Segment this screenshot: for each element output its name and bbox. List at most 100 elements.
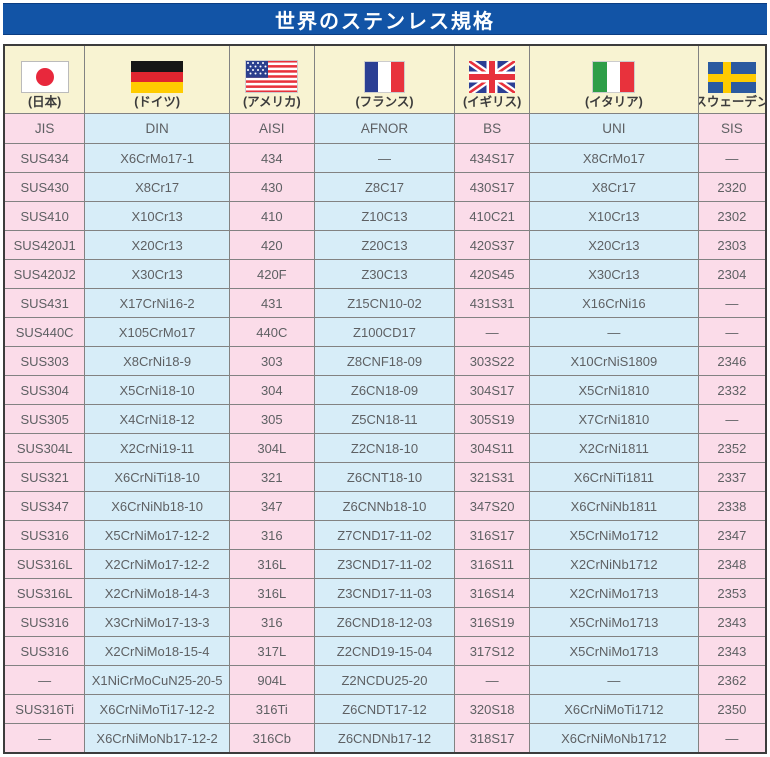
- country-label: (フランス): [355, 95, 414, 109]
- table-cell: 2337: [697, 462, 767, 492]
- uk-flag-icon: [469, 61, 516, 93]
- stainless-standards-table: (日本) (ドイツ): [3, 44, 767, 754]
- france-flag-icon: [363, 61, 405, 93]
- table-row: SUS420J1 X20Cr13 420 Z20C13 420S37 X20Cr13 230…: [3, 230, 767, 260]
- table-cell: X8CrMo17: [529, 143, 699, 173]
- table-cell: X17CrNi16-2: [84, 288, 230, 318]
- table-cell: X2CrNiNb1712: [529, 549, 699, 579]
- table-cell: Z5CN18-11: [313, 404, 456, 434]
- usa-flag-icon: [245, 60, 299, 93]
- standard-sis: SIS: [697, 113, 767, 144]
- italy-flag-icon: [592, 61, 636, 93]
- table-cell: —: [454, 665, 530, 695]
- table-cell: 304S17: [454, 375, 530, 405]
- table-cell: 305S19: [454, 404, 530, 434]
- table-cell: X2CrNiMo17-12-2: [84, 549, 230, 579]
- table-cell: 420S45: [454, 259, 530, 289]
- table-cell: Z6CND18-12-03: [313, 607, 456, 637]
- table-cell: X2CrNiMo18-15-4: [84, 636, 230, 666]
- table-cell: 2352: [697, 433, 767, 463]
- standard-jis: JIS: [3, 113, 86, 144]
- table-cell: 420: [228, 230, 315, 260]
- table-cell: X6CrNiMoTi17-12-2: [84, 694, 230, 724]
- table-row: SUS410 X10Cr13 410 Z10C13 410C21 X10Cr13 2302: [3, 201, 767, 231]
- table-cell: 2353: [697, 578, 767, 608]
- table-row: SUS303 X8CrNi18-9 303 Z8CNF18-09 303S22 X10Cr…: [3, 346, 767, 376]
- table-row: SUS305 X4CrNi18-12 305 Z5CN18-11 305S19 X7CrN…: [3, 404, 767, 434]
- table-cell: SUS430: [3, 172, 86, 202]
- flag-header-row: (日本) (ドイツ): [3, 44, 767, 114]
- table-cell: X5CrNiMo1712: [529, 520, 699, 550]
- table-cell: X20Cr13: [529, 230, 699, 260]
- standard-afnor: AFNOR: [313, 113, 456, 144]
- japan-flag-icon: [20, 61, 69, 93]
- table-cell: —: [697, 143, 767, 173]
- table-cell: 305: [228, 404, 315, 434]
- table-cell: SUS410: [3, 201, 86, 231]
- table-row: — X6CrNiMoNb17-12-2 316Cb Z6CNDNb17-12 318S1…: [3, 723, 767, 754]
- title-bar: 世界のステンレス規格: [3, 3, 767, 35]
- table-cell: X2CrNiMo18-14-3: [84, 578, 230, 608]
- table-cell: X6CrNiTi1811: [529, 462, 699, 492]
- table-cell: 316S11: [454, 549, 530, 579]
- sweden-flag-icon: [707, 62, 756, 93]
- table-cell: Z30C13: [313, 259, 456, 289]
- table-cell: 2350: [697, 694, 767, 724]
- table-cell: X8Cr17: [529, 172, 699, 202]
- table-cell: 420S37: [454, 230, 530, 260]
- table-cell: X8Cr17: [84, 172, 230, 202]
- table-cell: 303: [228, 346, 315, 376]
- header-sweden: (スウェーデン): [697, 44, 767, 114]
- table-row: SUS434 X6CrMo17-1 434—434S17 X8CrMo17—: [3, 143, 767, 173]
- table-cell: 304: [228, 375, 315, 405]
- table-row: SUS304L X2CrNi19-11 304L Z2CN18-10 304S11 X2C…: [3, 433, 767, 463]
- country-label: (イタリア): [584, 95, 643, 109]
- table-cell: 431: [228, 288, 315, 318]
- table-cell: X5CrNiMo1713: [529, 636, 699, 666]
- table-cell: 321: [228, 462, 315, 492]
- table-cell: —: [454, 317, 530, 347]
- table-cell: 420F: [228, 259, 315, 289]
- table-row: SUS316 X2CrNiMo18-15-4 317L Z2CND19-15-04 31…: [3, 636, 767, 666]
- table-cell: 2338: [697, 491, 767, 521]
- table-cell: —: [697, 288, 767, 318]
- table-cell: —: [529, 317, 699, 347]
- table-cell: Z6CNDT17-12: [313, 694, 456, 724]
- table-cell: X6CrNiMoTi1712: [529, 694, 699, 724]
- country-label: (アメリカ): [242, 95, 301, 109]
- table-cell: 2304: [697, 259, 767, 289]
- country-label: (日本): [28, 95, 62, 109]
- table-cell: 440C: [228, 317, 315, 347]
- table-cell: 316Ti: [228, 694, 315, 724]
- table-cell: 434S17: [454, 143, 530, 173]
- table-cell: 2346: [697, 346, 767, 376]
- table-cell: Z7CND17-11-02: [313, 520, 456, 550]
- table-cell: Z2CND19-15-04: [313, 636, 456, 666]
- table-cell: —: [697, 317, 767, 347]
- table-cell: 904L: [228, 665, 315, 695]
- table-cell: X7CrNi1810: [529, 404, 699, 434]
- table-cell: 317L: [228, 636, 315, 666]
- table-cell: SUS304L: [3, 433, 86, 463]
- table-cell: 347: [228, 491, 315, 521]
- table-cell: 2332: [697, 375, 767, 405]
- table-cell: 2303: [697, 230, 767, 260]
- table-cell: SUS316: [3, 636, 86, 666]
- table-cell: SUS321: [3, 462, 86, 492]
- table-cell: X6CrNiNb1811: [529, 491, 699, 521]
- table-cell: 321S31: [454, 462, 530, 492]
- table-cell: 2343: [697, 636, 767, 666]
- table-cell: SUS420J1: [3, 230, 86, 260]
- table-cell: Z100CD17: [313, 317, 456, 347]
- table-cell: Z6CNNb18-10: [313, 491, 456, 521]
- table-row: SUS347 X6CrNiNb18-10 347 Z6CNNb18-10 347S20 X…: [3, 491, 767, 521]
- table-cell: 318S17: [454, 723, 530, 754]
- table-cell: —: [3, 665, 86, 695]
- table-cell: X10Cr13: [84, 201, 230, 231]
- table-cell: 2362: [697, 665, 767, 695]
- table-cell: 2343: [697, 607, 767, 637]
- standard-bs: BS: [454, 113, 530, 144]
- table-cell: 304S11: [454, 433, 530, 463]
- table-cell: X10Cr13: [529, 201, 699, 231]
